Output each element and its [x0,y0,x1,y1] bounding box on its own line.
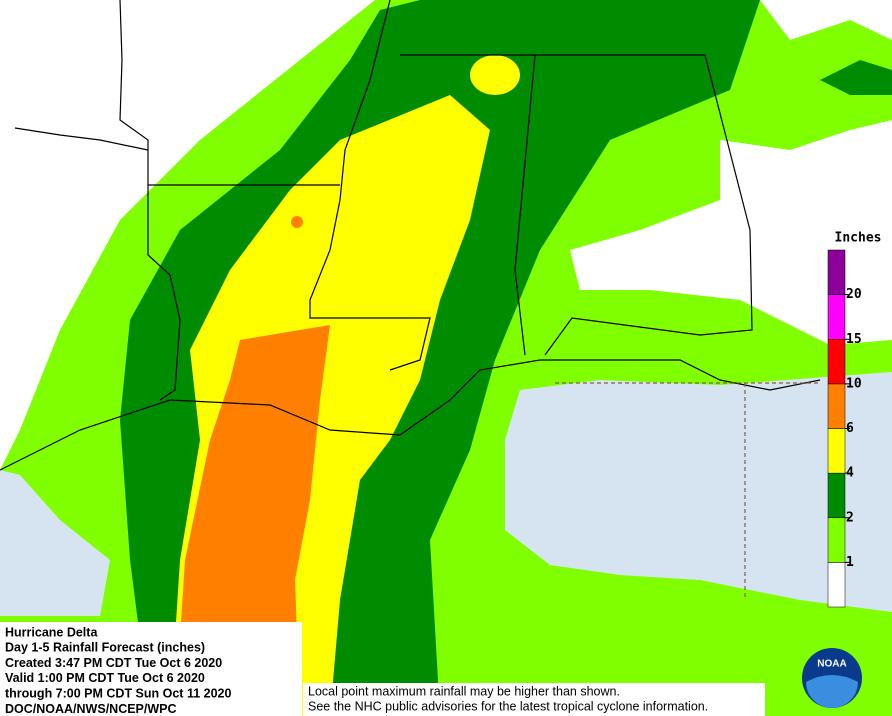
boundaries [0,0,821,600]
legend-swatch [827,472,846,518]
state-line [400,54,753,356]
no-rain-water [505,372,892,612]
no-rain-land [570,120,892,345]
heavy-rain [820,60,892,95]
disclaimer-line: Local point maximum rainfall may be high… [308,684,620,698]
info-line: Created 3:47 PM CDT Tue Oct 6 2020 [5,656,222,670]
legend-swatch [827,249,846,295]
info-line: Hurricane Delta [5,625,98,639]
state-line [119,0,181,401]
legend-label: 1 [846,555,854,570]
disclaimer-line: See the NHC public advisories for the la… [308,699,708,713]
info-line: Valid 1:00 PM CDT Tue Oct 6 2020 [5,671,205,685]
state-line [514,54,536,356]
legend-label: 4 [846,466,854,481]
legend-swatch [827,339,846,385]
logo-wave [806,675,858,708]
info-line: DOC/NOAA/NWS/NCEP/WPC [5,702,177,716]
legend-label: 2 [846,510,854,525]
disclaimer-box [303,683,765,716]
very-heavy-rain [470,55,520,95]
legend-label: 20 [846,287,862,302]
state-line [309,0,431,371]
legend-swatch [827,383,846,429]
legend-swatch [827,517,846,563]
legend-label: 6 [846,421,854,436]
info-line: through 7:00 PM CDT Sun Oct 11 2020 [5,686,231,700]
coastline [0,359,821,471]
extreme-rain [175,325,330,716]
legend-label: 10 [846,376,862,391]
extreme-rain [291,216,303,228]
info-box [0,622,302,716]
legend-label: 15 [846,332,862,347]
legend-swatch [827,562,846,608]
info-line: Day 1-5 Rainfall Forecast (inches) [5,641,205,655]
logo-text: NOAA [817,659,846,670]
legend-swatch [827,294,846,340]
state-line [14,127,149,151]
no-rain-water [0,470,110,616]
legend-title: Inches [835,231,882,246]
no-rain-land [760,0,892,40]
legend-swatch [827,428,846,474]
no-rain-land [0,0,375,470]
